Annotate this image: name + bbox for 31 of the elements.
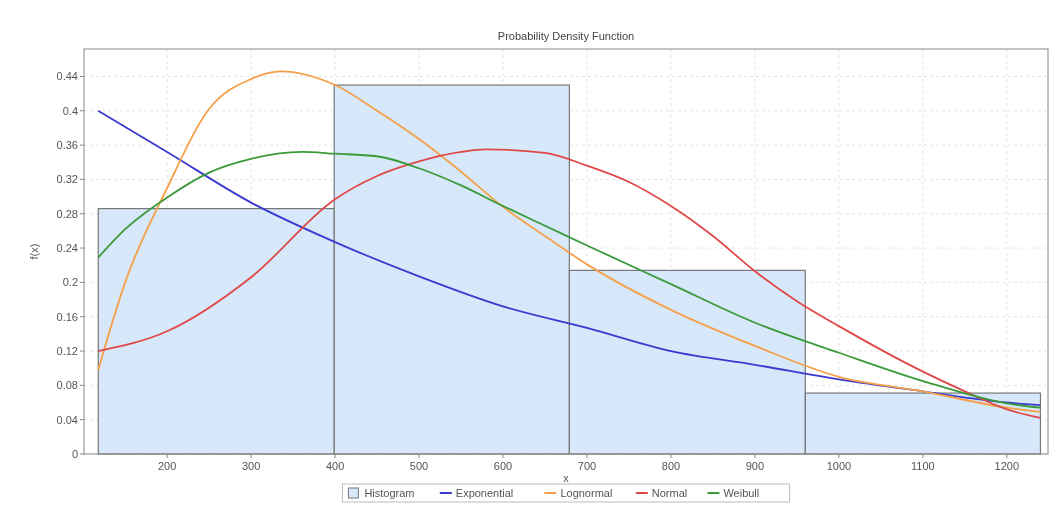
y-tick-label: 0.4: [62, 104, 78, 117]
x-tick-label: 500: [409, 460, 429, 472]
y-tick-label: 0: [71, 448, 78, 460]
y-tick-label: 0.36: [56, 139, 78, 152]
y-tick-label: 0.12: [56, 345, 78, 358]
y-tick-label: 0.16: [56, 310, 78, 323]
y-tick-label: 0.28: [56, 207, 78, 220]
legend-label: Normal: [651, 487, 688, 499]
x-tick-label: 1200: [994, 460, 1020, 472]
x-tick-label: 900: [745, 460, 765, 472]
x-tick-label: 400: [325, 460, 345, 472]
x-tick-label: 1100: [911, 460, 935, 472]
y-tick-label: 0.2: [62, 276, 78, 289]
x-tick-label: 200: [157, 460, 177, 472]
legend-label: Histogram: [364, 487, 415, 499]
x-axis-title: x: [563, 472, 570, 484]
chart-title: Probability Density Function: [497, 30, 635, 42]
x-tick-label: 700: [577, 460, 597, 472]
x-tick-label: 600: [493, 460, 513, 472]
x-tick-label: 1000: [826, 460, 852, 472]
y-tick-label: 0.08: [56, 379, 78, 392]
legend-label: Weibull: [723, 487, 760, 499]
legend-label: Lognormal: [560, 487, 613, 499]
x-tick-label: 800: [661, 460, 681, 472]
y-tick-label: 0.24: [56, 242, 78, 255]
y-tick-label: 0.32: [56, 173, 78, 186]
y-tick-label: 0.04: [56, 413, 78, 426]
x-tick-label: 300: [241, 460, 261, 472]
y-tick-label: 0.44: [56, 70, 78, 83]
y-axis-title: f(x): [28, 243, 40, 260]
legend-label: Exponential: [455, 487, 514, 499]
